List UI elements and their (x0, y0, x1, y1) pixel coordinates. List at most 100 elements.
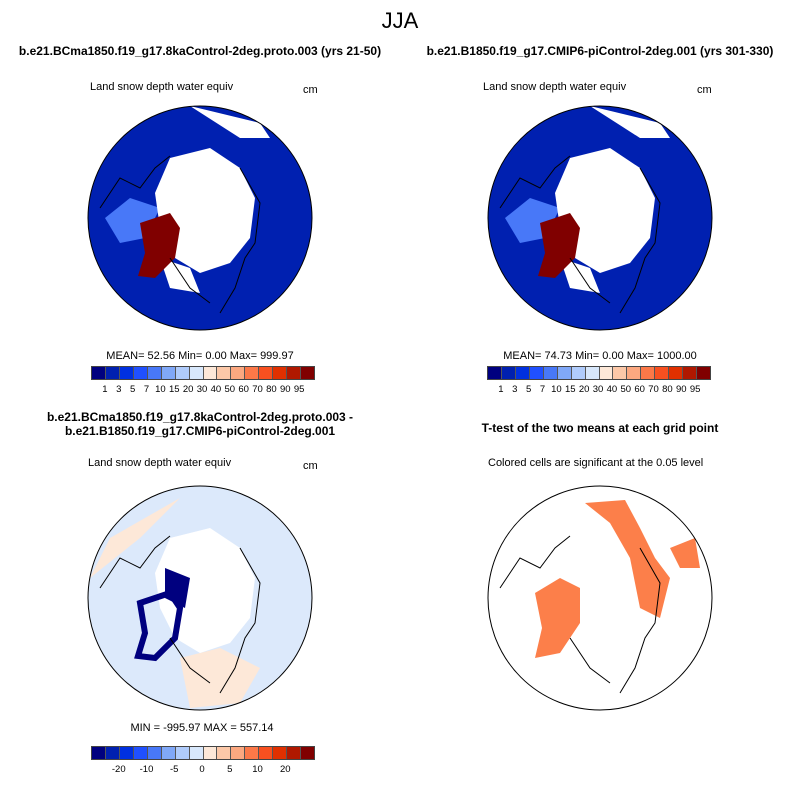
panel3-title: b.e21.BCma1850.f19_g17.8kaControl-2deg.p… (46, 410, 354, 438)
figure-title: JJA (381, 8, 419, 33)
panel1-title: b.e21.BCma1850.f19_g17.8kaControl-2deg.p… (18, 44, 382, 58)
colorbar-swatch (585, 367, 600, 379)
colorbar-tick-label: 20 (182, 384, 194, 395)
colorbar-swatch (203, 367, 218, 379)
colorbar-tick-label: 15 (564, 384, 576, 395)
colorbar-swatch (175, 367, 190, 379)
map-panel2 (487, 105, 713, 331)
colorbar-tick-label: 1 (102, 384, 108, 395)
colorbar-swatch (119, 747, 134, 759)
colorbar-tick-label: 30 (196, 384, 208, 395)
colorbar-tick-label: 10 (252, 764, 263, 775)
colorbar-swatch (92, 747, 106, 759)
panel4-note: Colored cells are significant at the 0.0… (488, 457, 704, 469)
colorbar-panel1 (91, 366, 315, 380)
colorbar-swatch (641, 367, 656, 379)
colorbar-swatch (105, 367, 120, 379)
colorbar-swatch (92, 367, 106, 379)
colorbar-swatch (287, 367, 302, 379)
colorbar-tick-label: 70 (252, 384, 263, 395)
colorbar-tick-label: 7 (143, 384, 150, 395)
colorbar-swatch (189, 747, 204, 759)
panel2-units: cm (697, 84, 712, 96)
colorbar-tick-label: 5 (129, 384, 136, 395)
colorbar-swatch (683, 367, 698, 379)
colorbar-swatch (501, 367, 516, 379)
colorbar-swatch (217, 747, 232, 759)
colorbar-swatch (301, 747, 314, 759)
greenland-ice (138, 213, 180, 278)
colorbar-tick-label: -20 (111, 764, 126, 775)
colorbar-tick-label: 3 (116, 384, 122, 395)
colorbar-swatch (627, 367, 642, 379)
colorbar-tick-label: 0 (199, 764, 205, 775)
colorbar-swatch (273, 747, 288, 759)
significant-region (670, 538, 700, 568)
colorbar-swatch (245, 367, 260, 379)
colorbar-panel3 (91, 746, 315, 760)
colorbar-swatch (273, 367, 288, 379)
colorbar-tick-label: 90 (279, 384, 291, 395)
colorbar-swatch (697, 367, 710, 379)
coastline (499, 155, 661, 314)
colorbar-tick-label: 90 (675, 384, 687, 395)
negative-region (165, 568, 190, 608)
colorbar-tick-label: -5 (170, 764, 179, 775)
colorbar-swatch (655, 367, 670, 379)
colorbar-swatch (259, 747, 274, 759)
colorbar-tick-label: 50 (620, 384, 632, 395)
colorbar-swatch (571, 367, 586, 379)
panel1-stats: MEAN= 52.56 Min= 0.00 Max= 999.97 (106, 350, 294, 362)
colorbar-swatch (599, 367, 614, 379)
map-panel4 (487, 485, 713, 711)
colorbar-swatch (245, 747, 260, 759)
colorbar-swatch (231, 367, 246, 379)
colorbar-tick-label: 60 (238, 384, 249, 395)
colorbar-tick-label: 80 (266, 384, 277, 395)
colorbar-tick-label: 40 (210, 384, 222, 395)
panel2-variable: Land snow depth water equiv (483, 81, 627, 93)
ocean-region (560, 258, 600, 293)
panel2-stats: MEAN= 74.73 Min= 0.00 Max= 1000.00 (503, 350, 697, 362)
arctic-ocean (155, 148, 255, 273)
panel3-stats: MIN = -995.97 MAX = 557.14 (130, 722, 274, 734)
colorbar-swatch (147, 747, 162, 759)
colorbar-swatch (259, 367, 274, 379)
colorbar-tick-label: 1 (498, 384, 504, 395)
colorbar-tick-label: 20 (578, 384, 590, 395)
coastline (499, 535, 661, 694)
colorbar-tick-label: 80 (662, 384, 673, 395)
colorbar-tick-label: 95 (293, 384, 305, 395)
map-boundary (87, 105, 313, 331)
ocean-region (590, 106, 670, 138)
colorbar-tick-label: 20 (279, 764, 291, 775)
positive-region (180, 648, 260, 708)
panel1-variable: Land snow depth water equiv (90, 81, 234, 93)
colorbar-swatch (161, 367, 176, 379)
colorbar-swatch (189, 367, 204, 379)
colorbar-tick-label: 60 (634, 384, 645, 395)
colorbar-swatch (529, 367, 544, 379)
colorbar-tick-label: 40 (606, 384, 618, 395)
colorbar-swatch (543, 367, 558, 379)
map-panel1 (87, 105, 313, 331)
colorbar-tick-label: 5 (227, 764, 233, 775)
colorbar-swatch (133, 367, 148, 379)
colorbar-tick-label: 7 (539, 384, 546, 395)
ocean-region (190, 106, 270, 138)
map-background (488, 486, 712, 710)
panel3-variable: Land snow depth water equiv (88, 457, 232, 469)
colorbar-swatch (203, 747, 218, 759)
colorbar-tick-label: 30 (592, 384, 604, 395)
colorbar-tick-label: 3 (512, 384, 518, 395)
colorbar-tick-label: 5 (525, 384, 532, 395)
colorbar-swatch (301, 367, 314, 379)
colorbar-tick-label: 10 (551, 384, 562, 395)
colorbar-swatch (231, 747, 246, 759)
colorbar-swatch (217, 367, 232, 379)
arctic-ocean (555, 148, 655, 273)
colorbar-swatch (119, 367, 134, 379)
panel4-title: T-test of the two means at each grid poi… (481, 421, 719, 435)
colorbar-tick-label: 95 (689, 384, 701, 395)
colorbar-swatch (147, 367, 162, 379)
